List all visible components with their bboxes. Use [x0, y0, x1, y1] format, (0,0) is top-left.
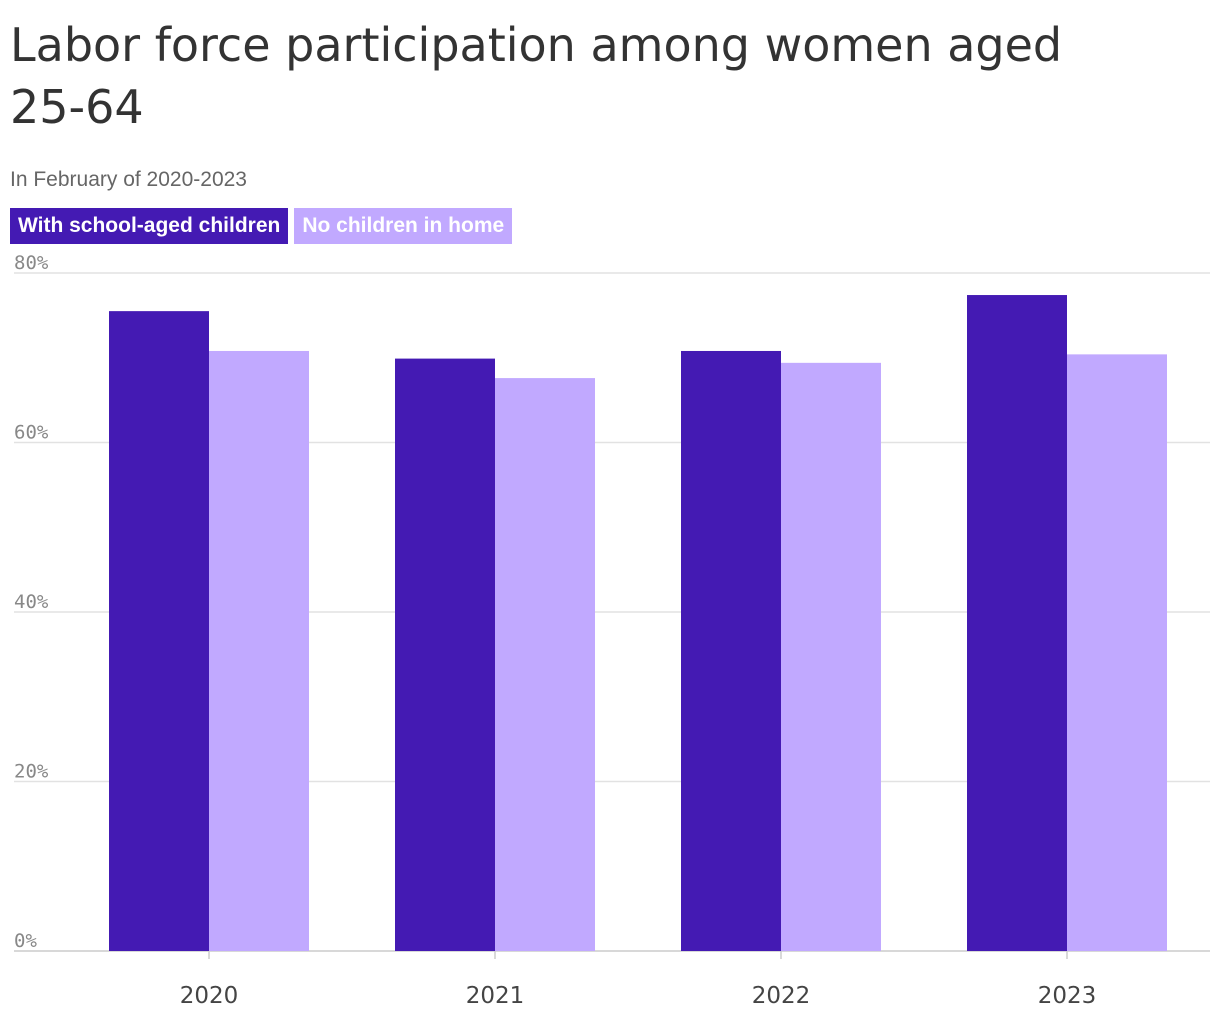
y-tick-label: 20% [14, 761, 49, 783]
bar-2020-series-2 [209, 350, 309, 952]
bar-2023-series-1 [967, 295, 1067, 951]
bar-chart: 0% 20% 40% 60% 80% 2020 2021 2022 2023 [14, 252, 1210, 1009]
y-tick-label: 40% [14, 591, 49, 613]
x-tick-label: 2020 [180, 983, 239, 1009]
legend-item-no-children: No children in home [294, 208, 513, 244]
legend-item-school-aged-children: With school-aged children [10, 208, 289, 244]
bar-2023-series-2 [1067, 354, 1167, 951]
chart-title: Labor force participation among women ag… [10, 18, 1063, 134]
chart-legend: With school-aged children No children in… [10, 208, 513, 244]
x-tick-label: 2021 [466, 983, 525, 1009]
bar-2020-series-1 [109, 311, 209, 951]
y-tick-label: 60% [14, 422, 49, 444]
bar-2022-series-2 [781, 362, 881, 952]
x-tick-label: 2022 [752, 983, 811, 1009]
chart-subtitle: In February of 2020-2023 [10, 168, 247, 191]
bar-2022-series-1 [681, 350, 781, 952]
y-tick-label: 0% [14, 930, 37, 952]
y-tick-label: 80% [14, 252, 49, 274]
bar-2021-series-2 [495, 378, 595, 952]
x-tick-label: 2023 [1038, 983, 1097, 1009]
bars [109, 295, 1167, 952]
axes: 0% 20% 40% 60% 80% 2020 2021 2022 2023 [14, 252, 1096, 1009]
bar-2021-series-1 [395, 358, 495, 951]
